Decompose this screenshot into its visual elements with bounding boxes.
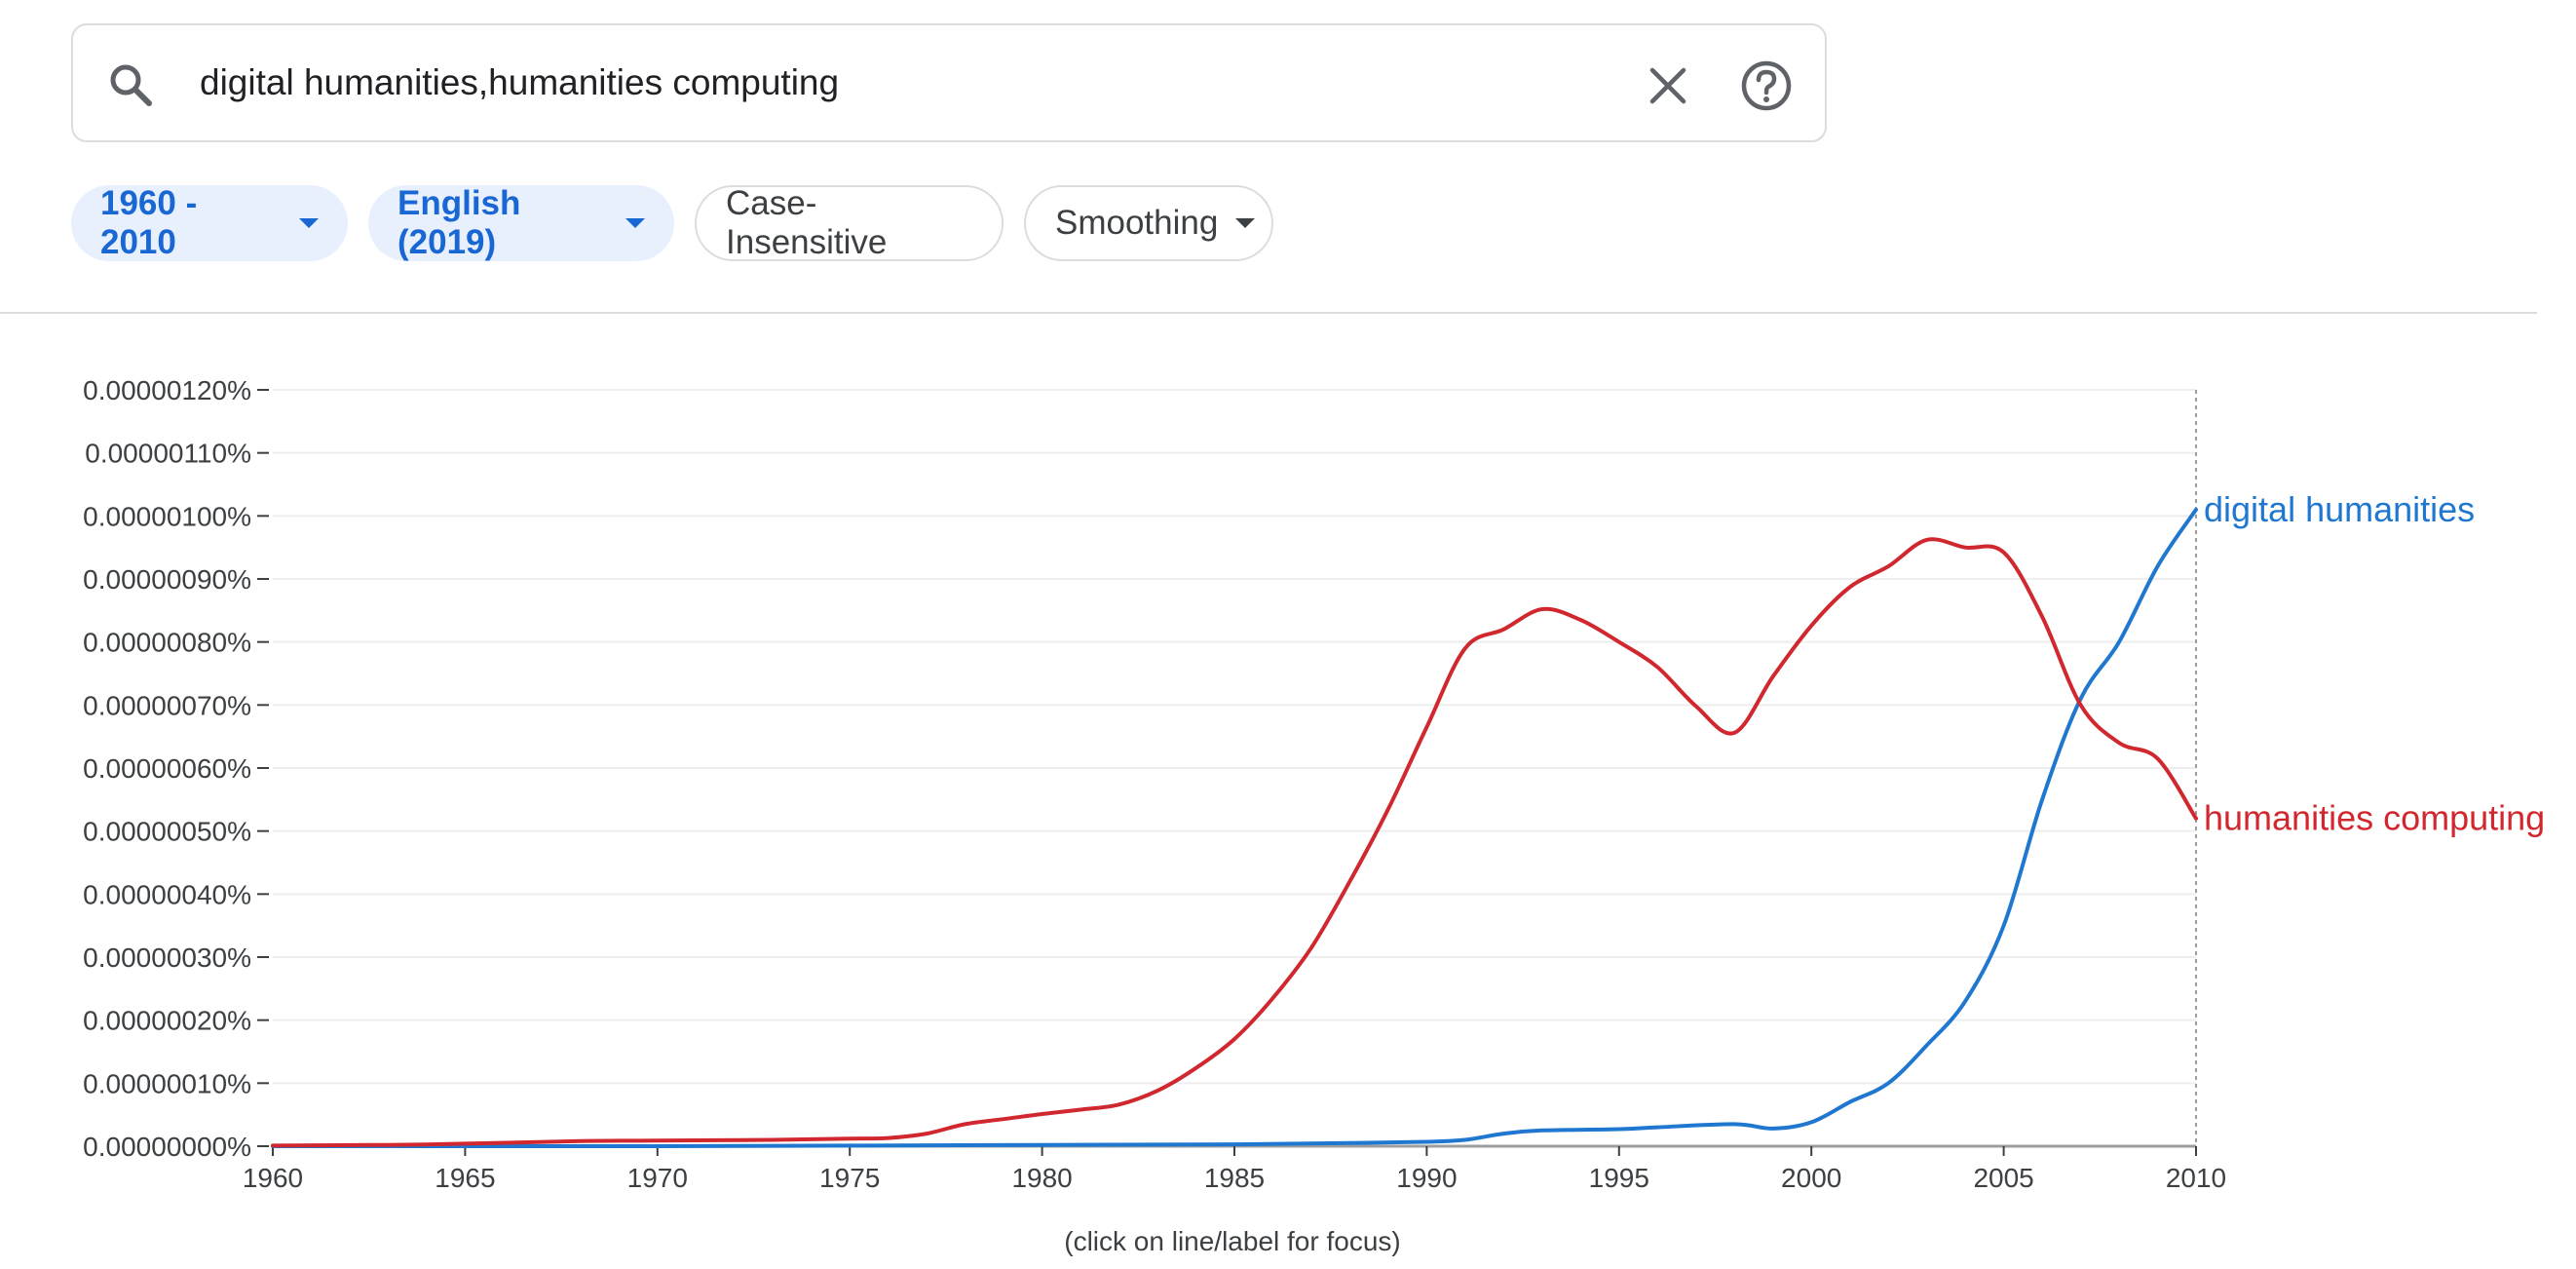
ngram-chart: 0.00000000% 0.00000010% 0.00000020% 0.00000… (83, 375, 2545, 1193)
chevron-down-icon (1235, 218, 1256, 228)
corpus-label: English (2019) (398, 184, 521, 261)
series-label-digital-humanities[interactable]: digital humanities (2204, 489, 2475, 529)
search-input[interactable] (200, 51, 1661, 115)
x-tick-label: 1980 (1011, 1163, 1072, 1193)
y-tick-label: 0.00000090% (83, 564, 251, 595)
corpus-dropdown[interactable]: English (2019) (368, 184, 674, 261)
grid (273, 389, 2196, 1085)
close-icon[interactable] (1647, 64, 1689, 107)
case-insensitive-toggle[interactable]: Case-Insensitive (695, 184, 1004, 261)
search-box[interactable] (71, 23, 1827, 142)
x-tick-label: 1960 (243, 1163, 303, 1193)
y-tick-label: 0.00000020% (83, 1006, 251, 1036)
y-tick-label: 0.00000100% (83, 501, 251, 531)
x-tick-label: 1970 (627, 1163, 688, 1193)
y-tick-label: 0.00000060% (83, 753, 251, 784)
x-tick-label: 2010 (2166, 1163, 2226, 1193)
x-tick-label: 1985 (1204, 1163, 1265, 1193)
x-axis: 1960 1965 1970 1975 1980 1985 1990 1995 2000 2005… (243, 1144, 2226, 1193)
case-insensitive-label: Case-Insensitive (726, 184, 888, 261)
x-tick-label: 2000 (1781, 1163, 1841, 1193)
series-lines[interactable] (271, 507, 2198, 1149)
y-tick-label: 0.00000050% (83, 817, 251, 847)
smoothing-label: Smoothing (1055, 204, 1219, 242)
y-tick-label: 0.00000110% (85, 439, 251, 469)
x-tick-label: 1965 (435, 1163, 495, 1193)
series-line-digital-humanities[interactable] (271, 507, 2198, 1149)
x-tick-label: 2005 (1973, 1163, 2033, 1193)
y-tick-label: 0.00000120% (83, 375, 251, 405)
chevron-down-icon (299, 218, 319, 228)
x-tick-label: 1975 (819, 1163, 880, 1193)
y-tick-label: 0.00000070% (83, 690, 251, 720)
y-tick-label: 0.00000030% (83, 942, 251, 973)
y-tick-label: 0.00000000% (83, 1132, 251, 1162)
search-icon (106, 60, 155, 109)
series-line-humanities-computing[interactable] (271, 537, 2198, 1148)
y-axis: 0.00000000% 0.00000010% 0.00000020% 0.00000… (83, 375, 269, 1162)
y-tick-label: 0.00000080% (83, 628, 251, 658)
chart-caption: (click on line/label for focus) (1064, 1226, 1401, 1256)
y-tick-label: 0.00000010% (83, 1068, 251, 1098)
divider (0, 312, 2537, 314)
series-labels[interactable]: digital humanities humanities computing (2204, 489, 2545, 838)
series-label-humanities-computing[interactable]: humanities computing (2204, 798, 2545, 838)
smoothing-dropdown[interactable]: Smoothing (1024, 185, 1273, 261)
y-tick-label: 0.00000040% (83, 879, 251, 909)
x-tick-label: 1990 (1396, 1163, 1457, 1193)
year-range-dropdown[interactable]: 1960 - 2010 (71, 184, 348, 261)
chevron-down-icon (625, 218, 645, 228)
x-tick-label: 1995 (1589, 1163, 1649, 1193)
help-icon[interactable] (1739, 58, 1794, 113)
year-range-label: 1960 - 2010 (100, 184, 198, 261)
